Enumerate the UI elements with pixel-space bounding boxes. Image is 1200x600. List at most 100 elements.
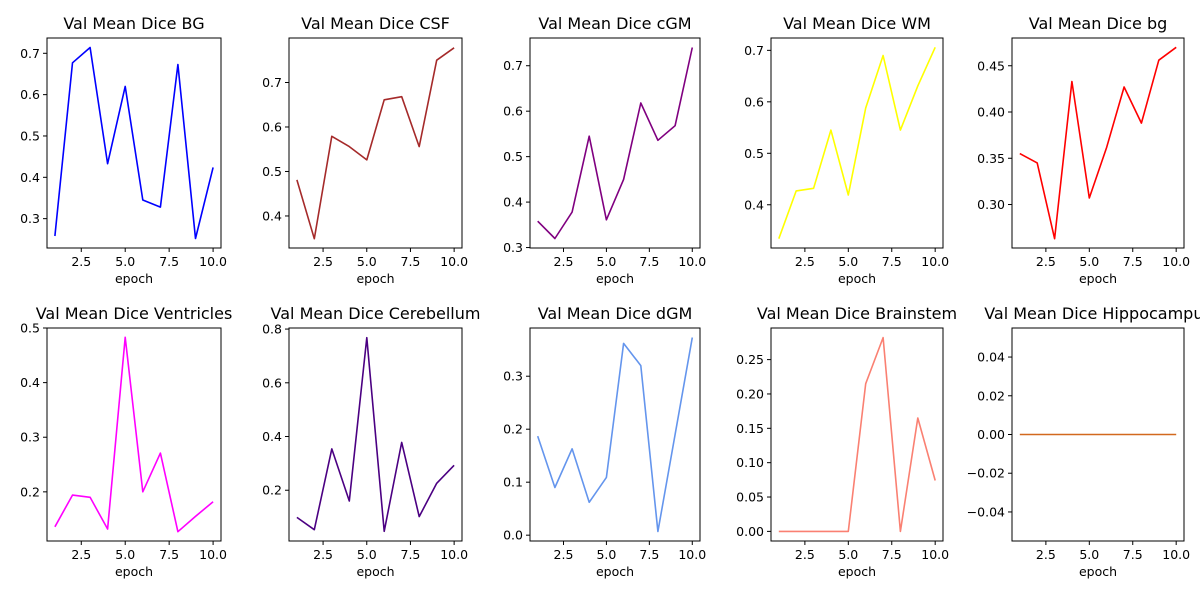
- y-tick-label: 0.5: [262, 164, 282, 179]
- y-tick-label: 0.0: [503, 528, 523, 543]
- subplot-8: 2.5 5.0 7.5 10.0 0.0 0.1 0.2 0.3 Val Mean Dice d…: [503, 304, 706, 579]
- y-tick-label: 0.4: [744, 197, 764, 212]
- y-tick-label: 0.3: [20, 430, 40, 445]
- subplot-4: 2.5 5.0 7.5 10.0 0.4 0.5 0.6 0.7 Val Mean Dice W…: [744, 14, 949, 286]
- x-tick-label: 5.0: [115, 254, 135, 269]
- y-tick-label: −0.04: [967, 504, 1005, 519]
- subplot-title: Val Mean Dice BG: [63, 14, 204, 33]
- series-line: [296, 47, 455, 240]
- x-tick-label: 5.0: [838, 254, 858, 269]
- x-tick-label: 7.5: [639, 254, 659, 269]
- y-tick-label: 0.00: [977, 427, 1005, 442]
- x-tick-label: 2.5: [795, 254, 815, 269]
- x-tick-label: 10.0: [1162, 547, 1190, 562]
- x-axis-label: epoch: [596, 564, 634, 579]
- axes-frame: [288, 37, 463, 249]
- subplot-title: Val Mean Dice Ventricles: [36, 304, 233, 323]
- y-tick-label: 0.3: [503, 369, 523, 384]
- y-tick-label: 0.25: [736, 352, 764, 367]
- y-tick-label: −0.02: [967, 466, 1005, 481]
- series-line: [54, 336, 214, 533]
- x-tick-label: 5.0: [596, 254, 616, 269]
- series-line: [296, 336, 455, 533]
- axes-frame: [770, 327, 944, 542]
- y-tick-label: 0.2: [262, 483, 282, 498]
- axes-frame: [1011, 37, 1185, 249]
- y-tick-label: 0.8: [262, 322, 282, 337]
- x-tick-label: 7.5: [1123, 254, 1143, 269]
- x-tick-label: 10.0: [678, 547, 706, 562]
- y-tick-label: 0.4: [262, 429, 282, 444]
- y-tick-label: 0.05: [736, 490, 764, 505]
- y-tick-label: 0.35: [977, 151, 1005, 166]
- axes-frame: [46, 37, 222, 249]
- y-tick-label: 0.6: [262, 375, 282, 390]
- x-tick-label: 10.0: [440, 547, 468, 562]
- series-line: [537, 47, 694, 240]
- y-tick-label: 0.20: [736, 386, 764, 401]
- x-tick-label: 5.0: [357, 547, 377, 562]
- x-tick-label: 5.0: [596, 547, 616, 562]
- x-tick-label: 10.0: [921, 547, 949, 562]
- subplot-10: 2.5 5.0 7.5 10.0 −0.04 −0.02 0.00 0.02 0.04 Val M…: [967, 304, 1200, 579]
- y-tick-label: 0.4: [503, 195, 523, 210]
- x-axis-label: epoch: [838, 564, 876, 579]
- subplot-3: 2.5 5.0 7.5 10.0 0.3 0.4 0.5 0.6 0.7 Val Mean Dic…: [503, 14, 706, 286]
- x-axis-label: epoch: [356, 564, 394, 579]
- y-tick-label: 0.30: [977, 197, 1005, 212]
- x-tick-label: 10.0: [1162, 254, 1190, 269]
- y-tick-label: 0.2: [503, 422, 523, 437]
- y-tick-label: 0.5: [744, 146, 764, 161]
- series-line: [536, 337, 694, 533]
- x-tick-label: 7.5: [882, 547, 902, 562]
- y-tick-label: 0.5: [503, 149, 523, 164]
- y-tick-label: 0.7: [503, 58, 523, 73]
- y-tick-label: 0.40: [977, 105, 1005, 120]
- y-tick-label: 0.6: [503, 104, 523, 119]
- subplot-title: Val Mean Dice Cerebellum: [271, 304, 481, 323]
- x-axis-label: epoch: [115, 564, 153, 579]
- y-tick-label: 0.7: [262, 75, 282, 90]
- x-tick-label: 7.5: [1123, 547, 1143, 562]
- y-tick-label: 0.7: [20, 46, 40, 61]
- y-tick-label: 0.04: [977, 350, 1005, 365]
- y-tick-label: 0.10: [736, 455, 764, 470]
- subplot-9: 2.5 5.0 7.5 10.0 0.00 0.05 0.10 0.15 0.20 0.25 Val…: [736, 304, 957, 579]
- x-tick-label: 2.5: [1036, 547, 1056, 562]
- x-tick-label: 10.0: [199, 254, 227, 269]
- series-line: [778, 46, 936, 239]
- x-tick-label: 5.0: [115, 547, 135, 562]
- axes-frame: [770, 37, 944, 249]
- subplot-2: 2.5 5.0 7.5 10.0 0.4 0.5 0.6 0.7 Val Mean Dice C…: [262, 14, 468, 286]
- y-tick-label: 0.3: [503, 240, 523, 255]
- series-line: [1019, 46, 1177, 240]
- x-tick-label: 7.5: [882, 254, 902, 269]
- subplot-5: 2.5 5.0 7.5 10.0 0.30 0.35 0.40 0.45 Val Mean Di…: [977, 14, 1190, 286]
- subplot-title: Val Mean Dice WM: [783, 14, 931, 33]
- y-tick-label: 0.7: [744, 43, 764, 58]
- y-tick-label: 0.4: [20, 375, 40, 390]
- x-tick-label: 5.0: [1079, 254, 1099, 269]
- x-tick-label: 5.0: [357, 254, 377, 269]
- y-tick-label: 0.5: [20, 321, 40, 336]
- x-tick-label: 2.5: [313, 547, 333, 562]
- y-tick-label: 0.3: [20, 211, 40, 226]
- subplot-title: Val Mean Dice dGM: [538, 304, 693, 323]
- subplot-1: 2.5 5.0 7.5 10.0 0.3 0.4 0.5 0.6 0.7 Val Mean Dic…: [20, 14, 227, 286]
- y-tick-label: 0.4: [262, 208, 282, 223]
- x-tick-label: 10.0: [199, 547, 227, 562]
- axes-frame: [529, 37, 701, 249]
- x-tick-label: 2.5: [313, 254, 333, 269]
- subplot-title: Val Mean Dice Hippocampus: [984, 304, 1200, 323]
- x-axis-label: epoch: [838, 271, 876, 286]
- y-tick-label: 0.2: [20, 484, 40, 499]
- subplot-title: Val Mean Dice bg: [1029, 14, 1168, 33]
- x-tick-label: 2.5: [71, 547, 91, 562]
- axes-frame: [288, 327, 463, 542]
- axes-frame: [46, 327, 222, 542]
- x-axis-label: epoch: [596, 271, 634, 286]
- x-tick-label: 7.5: [401, 254, 421, 269]
- x-tick-label: 7.5: [159, 254, 179, 269]
